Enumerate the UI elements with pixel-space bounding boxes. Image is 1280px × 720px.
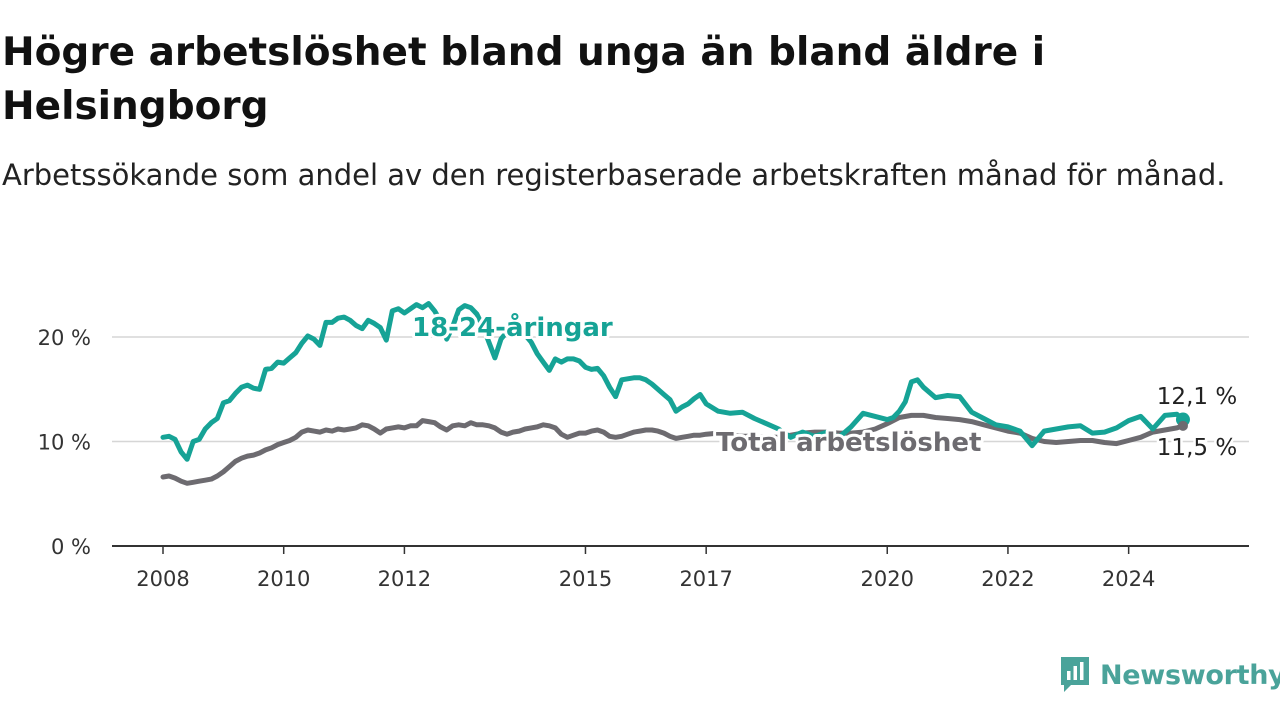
series-lines [160, 301, 1190, 486]
series-label-total: Total arbetslöshet [716, 428, 981, 458]
chart-title: Högre arbetslöshet bland unga än bland ä… [2, 30, 1046, 129]
y-tick-label: 20 % [38, 326, 91, 350]
x-tick-label: 2024 [1102, 567, 1155, 591]
series-line-youth [160, 301, 1186, 462]
newsworthy-logo: Newsworthy [1058, 654, 1280, 696]
series-label-youth: 18-24-åringar [412, 311, 613, 343]
newsworthy-logo-icon [1061, 657, 1089, 692]
x-axis: 2008 2010 2012 2015 2017 2020 2022 2024 [112, 545, 1249, 591]
x-tick-label: 2020 [861, 567, 914, 591]
x-tick-label: 2015 [559, 567, 612, 591]
series-labels: 18-24-åringar Total arbetslöshet 12,1 % 11,… [409, 308, 1240, 464]
end-value-youth: 12,1 % [1157, 384, 1237, 410]
end-value-total: 11,5 % [1157, 435, 1237, 461]
y-tick-label: 10 % [38, 431, 91, 455]
y-axis: 0 % 10 % 20 % [38, 326, 91, 559]
x-tick-label: 2022 [981, 567, 1034, 591]
x-tick-label: 2012 [378, 567, 431, 591]
end-point-total [1177, 420, 1188, 431]
newsworthy-logo-text: Newsworthy [1100, 659, 1280, 691]
series-line-total [160, 412, 1186, 486]
x-tick-label: 2010 [257, 567, 310, 591]
x-tick-label: 2008 [136, 567, 189, 591]
y-tick-label: 0 % [51, 535, 91, 559]
x-tick-label: 2017 [679, 567, 732, 591]
chart-subtitle: Arbetssökande som andel av den registerb… [2, 158, 1226, 192]
